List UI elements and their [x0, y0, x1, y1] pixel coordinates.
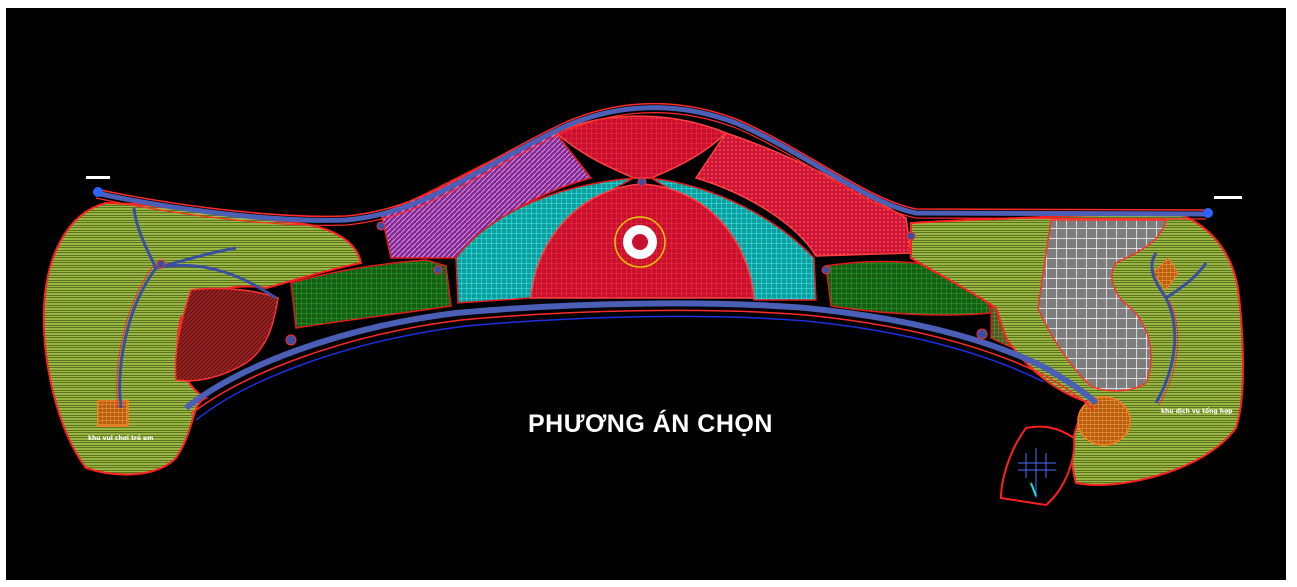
- harbor-details: [1018, 448, 1056, 498]
- road-nodes: [156, 177, 988, 346]
- label-right-zone: khu dịch vụ tổng hợp: [1161, 408, 1233, 415]
- dark-green-zone-left: [290, 259, 452, 329]
- shoreline: [195, 315, 1045, 421]
- site-plan: khu vui chơi trẻ em khu dịch vụ tổng hợp…: [42, 102, 1244, 507]
- upper-road-edge-lower: [95, 112, 1207, 226]
- brown-zone: [174, 287, 279, 382]
- path-outlines: [116, 265, 1179, 409]
- white-grid-zone: [1037, 219, 1167, 392]
- plan-title: PHƯƠNG ÁN CHỌN: [528, 409, 773, 438]
- road-end-right: [1203, 196, 1242, 218]
- orange-zone-bottom-right: [1077, 396, 1131, 446]
- upper-road: [95, 105, 1207, 223]
- label-left-zone: khu vui chơi trẻ em: [88, 435, 153, 442]
- orange-block-left: [97, 400, 129, 427]
- harbor-structure: [999, 425, 1076, 507]
- road-end-left: [86, 176, 110, 197]
- lower-road: [184, 300, 1099, 411]
- orange-zone-top-right: [1152, 257, 1179, 291]
- harbor-cyan-marker: [1030, 482, 1037, 497]
- central-marker-ring-outer: [614, 216, 666, 268]
- central-marker-core: [632, 234, 648, 250]
- cad-drawing-canvas: khu vui chơi trẻ em khu dịch vụ tổng hợp…: [6, 8, 1286, 580]
- red-dome-top: [554, 115, 728, 179]
- lower-road-edge: [190, 309, 1095, 415]
- upper-road-edge: [95, 102, 1207, 218]
